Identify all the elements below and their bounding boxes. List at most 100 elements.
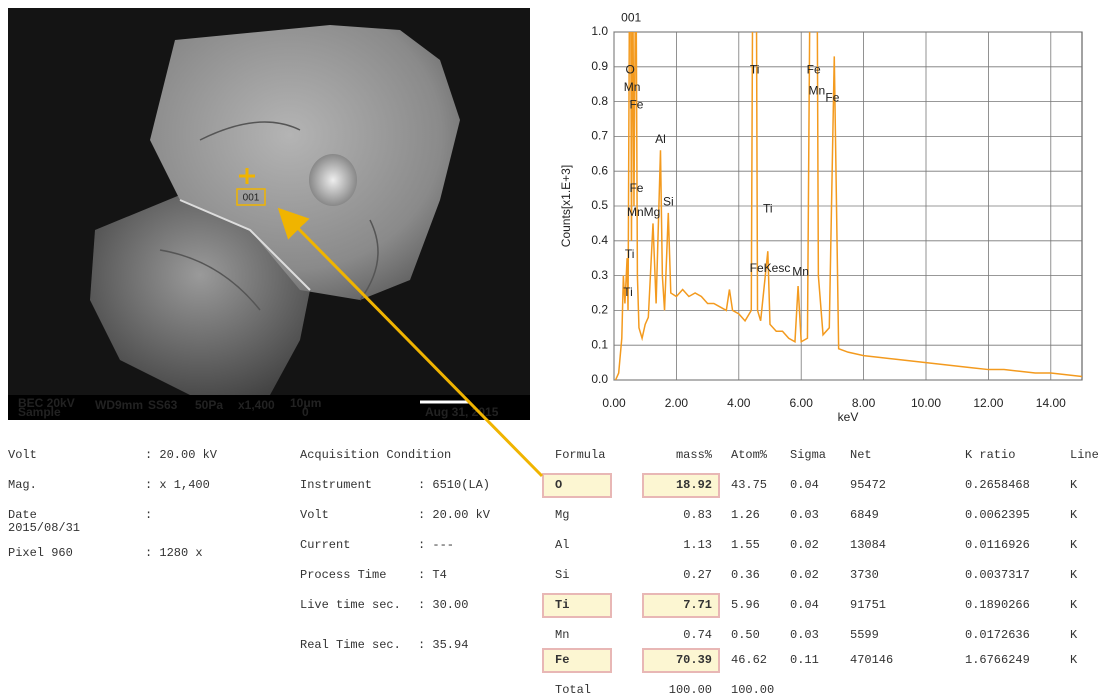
result-cell: 1.13 — [652, 539, 712, 552]
y-tick-label: 0.7 — [591, 129, 608, 143]
result-cell: 3730 — [850, 569, 879, 582]
result-cell: 0.0062395 — [965, 509, 1030, 522]
peak-label: 001 — [621, 10, 641, 24]
acquisition-value: : 6510(LA) — [418, 479, 528, 492]
y-tick-label: 0.6 — [591, 163, 608, 177]
result-header: Atom% — [731, 449, 767, 462]
condition-label: Mag. — [8, 479, 103, 492]
y-tick-label: 0.9 — [591, 59, 608, 73]
result-cell: 91751 — [850, 599, 886, 612]
result-cell: 470146 — [850, 654, 893, 667]
y-tick-label: 0.4 — [591, 233, 608, 247]
x-tick-label: 4.00 — [727, 396, 751, 410]
result-cell: 0.2658468 — [965, 479, 1030, 492]
result-cell: 0.0172636 — [965, 629, 1030, 642]
result-cell: K — [1070, 629, 1077, 642]
result-cell: 0.0116926 — [965, 539, 1030, 552]
result-cell: 0.03 — [790, 629, 819, 642]
peak-label: MnMg — [627, 205, 660, 219]
y-tick-label: 0.0 — [591, 372, 608, 386]
result-cell: Mn — [555, 629, 569, 642]
result-cell: 70.39 — [652, 654, 712, 667]
y-tick-label: 0.8 — [591, 94, 608, 108]
highlight-box — [542, 648, 612, 673]
acquisition-value: : --- — [418, 539, 528, 552]
acquisition-label: Process Time — [300, 569, 410, 582]
highlight-box — [542, 473, 612, 498]
peak-label: Fe — [629, 97, 643, 111]
condition-value: : 1280 x — [145, 547, 245, 560]
result-cell: Ti — [555, 599, 569, 612]
page: BEC 20kVSampleWD9mmSS6350Pax1,40010μm0Au… — [0, 0, 1120, 698]
acquisition-label: Live time sec. — [300, 599, 410, 612]
result-cell: 0.1890266 — [965, 599, 1030, 612]
result-cell: 46.62 — [731, 654, 767, 667]
result-cell: 5599 — [850, 629, 879, 642]
x-tick-label: 8.00 — [852, 396, 876, 410]
result-cell: 0.02 — [790, 539, 819, 552]
total-mass: 100.00 — [652, 684, 712, 697]
highlight-box — [542, 593, 612, 618]
caption-text: 50Pa — [195, 398, 223, 412]
x-tick-label: 10.00 — [911, 396, 941, 410]
peak-label: FeKesc — [750, 261, 791, 275]
peak-label: Fe — [807, 62, 821, 76]
marker-label: 001 — [243, 193, 260, 204]
peak-label: Fe — [825, 90, 839, 104]
x-tick-label: 2.00 — [665, 396, 689, 410]
caption-text: Aug 31, 2015 — [425, 405, 499, 419]
acquisition-value: : T4 — [418, 569, 528, 582]
result-cell: 95472 — [850, 479, 886, 492]
result-cell: 0.0037317 — [965, 569, 1030, 582]
acquisition-label: Volt — [300, 509, 410, 522]
condition-value: : — [145, 509, 245, 522]
result-cell: O — [555, 479, 562, 492]
result-cell: 0.50 — [731, 629, 760, 642]
result-cell: K — [1070, 599, 1077, 612]
result-cell: K — [1070, 569, 1077, 582]
result-cell: K — [1070, 539, 1077, 552]
result-cell: Al — [555, 539, 569, 552]
peak-label: Ti — [623, 285, 633, 299]
total-atom: 100.00 — [731, 684, 774, 697]
result-cell: 18.92 — [652, 479, 712, 492]
result-header: Line — [1070, 449, 1099, 462]
condition-value: : x 1,400 — [145, 479, 245, 492]
result-cell: K — [1070, 509, 1077, 522]
result-header: Formula — [555, 449, 605, 462]
y-tick-label: 0.1 — [591, 337, 608, 351]
acquisition-label: Instrument — [300, 479, 410, 492]
x-tick-label: 0.00 — [602, 396, 626, 410]
x-axis-label: keV — [838, 410, 859, 424]
caption-text: WD9mm — [95, 398, 143, 412]
result-cell: Mg — [555, 509, 569, 522]
peak-label: Ti — [750, 62, 760, 76]
y-tick-label: 0.2 — [591, 303, 608, 317]
result-cell: 0.03 — [790, 509, 819, 522]
total-label: Total — [555, 684, 591, 697]
result-cell: 0.11 — [790, 654, 819, 667]
acquisition-value: : 30.00 — [418, 599, 528, 612]
acquisition-title: Acquisition Condition — [300, 449, 451, 462]
caption-text: 0 — [302, 405, 309, 419]
y-tick-label: 1.0 — [591, 24, 608, 38]
x-tick-label: 14.00 — [1036, 396, 1066, 410]
sem-image — [8, 8, 530, 420]
result-header: K ratio — [965, 449, 1015, 462]
result-cell: Fe — [555, 654, 569, 667]
result-cell: 0.02 — [790, 569, 819, 582]
acquisition-label: Current — [300, 539, 410, 552]
caption-text: Sample — [18, 405, 61, 419]
result-header: Net — [850, 449, 872, 462]
result-cell: 13084 — [850, 539, 886, 552]
peak-label: Al — [655, 132, 666, 146]
caption-text: x1,400 — [238, 398, 275, 412]
peak-label: Mn — [792, 264, 809, 278]
y-tick-label: 0.3 — [591, 268, 608, 282]
result-cell: 7.71 — [652, 599, 712, 612]
y-axis-label: Counts[x1.E+3] — [559, 165, 573, 247]
acquisition-label: Real Time sec. — [300, 639, 410, 652]
result-cell: Si — [555, 569, 569, 582]
peak-label: Ti — [625, 247, 635, 261]
peak-label: O — [626, 62, 635, 76]
